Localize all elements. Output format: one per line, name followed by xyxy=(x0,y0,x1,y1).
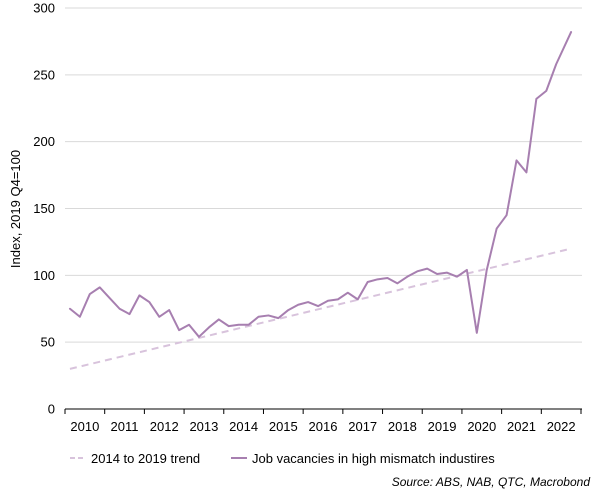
y-tick-label: 50 xyxy=(41,335,55,350)
legend-label-trend: 2014 to 2019 trend xyxy=(91,451,200,466)
x-tick-label: 2015 xyxy=(269,419,298,434)
y-tick-label: 250 xyxy=(33,67,55,82)
x-tick-label: 2013 xyxy=(189,419,218,434)
y-tick-label: 200 xyxy=(33,134,55,149)
x-tick-label: 2017 xyxy=(348,419,377,434)
y-axis-ticks: 0 50 100 150 200 250 300 xyxy=(33,1,55,417)
x-tick-label: 2011 xyxy=(111,419,139,434)
series-line-trend xyxy=(69,247,572,370)
series-line-vacancies xyxy=(68,31,573,338)
x-axis: 2010 2011 2012 2013 2014 2015 2016 2017 2018 2019… xyxy=(64,408,582,434)
y-tick-label: 300 xyxy=(33,1,55,16)
y-axis-title: Index, 2019 Q4=100 xyxy=(8,150,23,268)
y-tick-label: 150 xyxy=(33,201,55,216)
y-tick-label: 0 xyxy=(48,402,55,417)
x-tick-label: 2012 xyxy=(150,419,179,434)
legend-label-vacancies: Job vacancies in high mismatch industire… xyxy=(252,451,495,466)
x-tick-label: 2021 xyxy=(507,419,536,434)
x-tick-label: 2020 xyxy=(467,419,496,434)
series-lines xyxy=(68,31,573,370)
x-tick-label: 2022 xyxy=(547,419,576,434)
x-tick-label: 2014 xyxy=(229,419,258,434)
source-note: Source: ABS, NAB, QTC, Macrobond xyxy=(392,475,591,489)
x-tick-label: 2018 xyxy=(388,419,417,434)
x-tick-label: 2016 xyxy=(309,419,338,434)
y-tick-label: 100 xyxy=(33,268,55,283)
gridlines xyxy=(65,7,582,343)
x-tick-label: 2010 xyxy=(70,419,99,434)
x-tick-label: 2019 xyxy=(428,419,457,434)
legend: 2014 to 2019 trend Job vacancies in high… xyxy=(70,451,495,466)
